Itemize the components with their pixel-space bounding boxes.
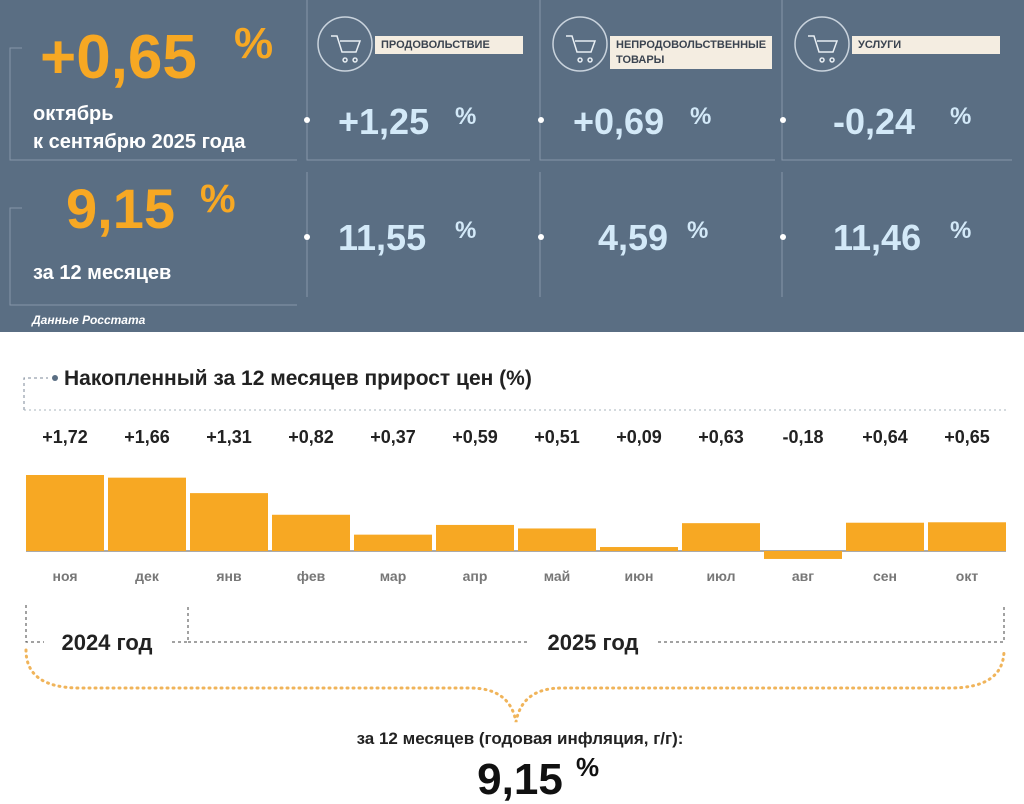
group-label: УСЛУГИ xyxy=(858,39,901,51)
group-monthly-unit: % xyxy=(690,103,711,130)
x-tick-label: авг xyxy=(792,568,814,584)
bar xyxy=(846,522,924,551)
group-label: ТОВАРЫ xyxy=(616,54,665,66)
value-label: +0,65 xyxy=(944,427,990,447)
group-label-box xyxy=(375,36,523,54)
period-label: 2025 год xyxy=(547,630,638,655)
annual-caption: за 12 месяцев xyxy=(33,262,171,284)
group-annual-unit: % xyxy=(950,217,971,244)
value-label: +0,82 xyxy=(288,427,334,447)
summary-unit: % xyxy=(576,752,599,782)
brace xyxy=(24,648,1006,723)
chart-title: Накопленный за 12 месяцев прирост цен (%… xyxy=(64,367,532,390)
group-monthly-value: -0,24 xyxy=(833,101,915,142)
panel-background xyxy=(0,0,1024,332)
bar xyxy=(108,477,186,551)
summary-value: 9,15 xyxy=(477,755,563,804)
bar xyxy=(190,493,268,551)
period-label: 2024 год xyxy=(61,630,152,655)
x-tick-label: сен xyxy=(873,568,897,584)
group-icon-glyph xyxy=(331,35,362,63)
value-label: +1,66 xyxy=(124,427,170,447)
x-tick-label: июл xyxy=(706,568,735,584)
group-icon-glyph xyxy=(566,35,597,63)
value-label: +0,63 xyxy=(698,427,744,447)
group-icon xyxy=(794,16,850,72)
monthly-caption: октябрь xyxy=(33,103,114,125)
x-tick-label: фев xyxy=(297,568,326,584)
group-monthly-value: +1,25 xyxy=(338,101,429,142)
group-annual-unit: % xyxy=(455,217,476,244)
group-icon xyxy=(317,16,373,72)
group-monthly-value: +0,69 xyxy=(573,101,664,142)
monthly-value: +0,65 xyxy=(40,23,197,92)
bar xyxy=(272,514,350,551)
group-monthly-unit: % xyxy=(950,103,971,130)
summary-caption: за 12 месяцев (годовая инфляция, г/г): xyxy=(357,729,684,748)
group-label-box xyxy=(610,36,772,69)
group-label-box xyxy=(852,36,1000,54)
panel-frames xyxy=(9,0,1012,306)
bar xyxy=(518,528,596,551)
bar xyxy=(354,534,432,551)
group-monthly-unit: % xyxy=(455,103,476,130)
groups: ПРОДОВОЛЬСТВИЕ +1,25 % 11,55 % НЕПРОДОВОЛЬСТВ… xyxy=(317,16,1000,258)
value-label: -0,18 xyxy=(782,427,823,447)
monthly-caption: к сентябрю 2025 года xyxy=(33,131,246,153)
bar xyxy=(600,547,678,551)
bar xyxy=(928,522,1006,551)
group-label: НЕПРОДОВОЛЬСТВЕННЫЕ xyxy=(616,39,766,51)
x-tick-label: мар xyxy=(380,568,407,584)
x-tick-label: май xyxy=(544,568,571,584)
x-tick-label: дек xyxy=(135,568,160,584)
group-annual-unit: % xyxy=(687,217,708,244)
value-label: +0,51 xyxy=(534,427,580,447)
bar xyxy=(764,551,842,559)
value-label: +1,72 xyxy=(42,427,88,447)
monthly-unit: % xyxy=(234,19,273,68)
annual-value: 9,15 xyxy=(66,177,175,240)
period-frames xyxy=(25,605,1005,643)
value-label: +0,64 xyxy=(862,427,908,447)
annual-unit: % xyxy=(200,177,236,221)
title-dot xyxy=(52,375,58,381)
value-label: +0,37 xyxy=(370,427,416,447)
title-bracket xyxy=(23,377,48,410)
group-icon xyxy=(552,16,608,72)
group-label: ПРОДОВОЛЬСТВИЕ xyxy=(381,39,490,51)
bar xyxy=(26,475,104,551)
x-tick-label: окт xyxy=(956,568,979,584)
value-label: +0,59 xyxy=(452,427,498,447)
x-tick-label: апр xyxy=(463,568,488,584)
bar xyxy=(436,524,514,551)
bars: +1,72 ноя +1,66 дек +1,31 янв +0,82 фев +0,37 мар… xyxy=(26,427,1006,584)
group-annual-value: 4,59 xyxy=(598,217,668,258)
group-annual-value: 11,55 xyxy=(338,217,426,258)
value-label: +0,09 xyxy=(616,427,662,447)
bar xyxy=(682,523,760,551)
x-tick-label: июн xyxy=(624,568,653,584)
group-annual-value: 11,46 xyxy=(833,217,921,258)
group-icon-glyph xyxy=(808,35,839,63)
value-label: +1,31 xyxy=(206,427,252,447)
x-tick-label: ноя xyxy=(53,568,78,584)
x-tick-label: янв xyxy=(216,568,242,584)
source: Данные Росстата xyxy=(31,313,146,327)
